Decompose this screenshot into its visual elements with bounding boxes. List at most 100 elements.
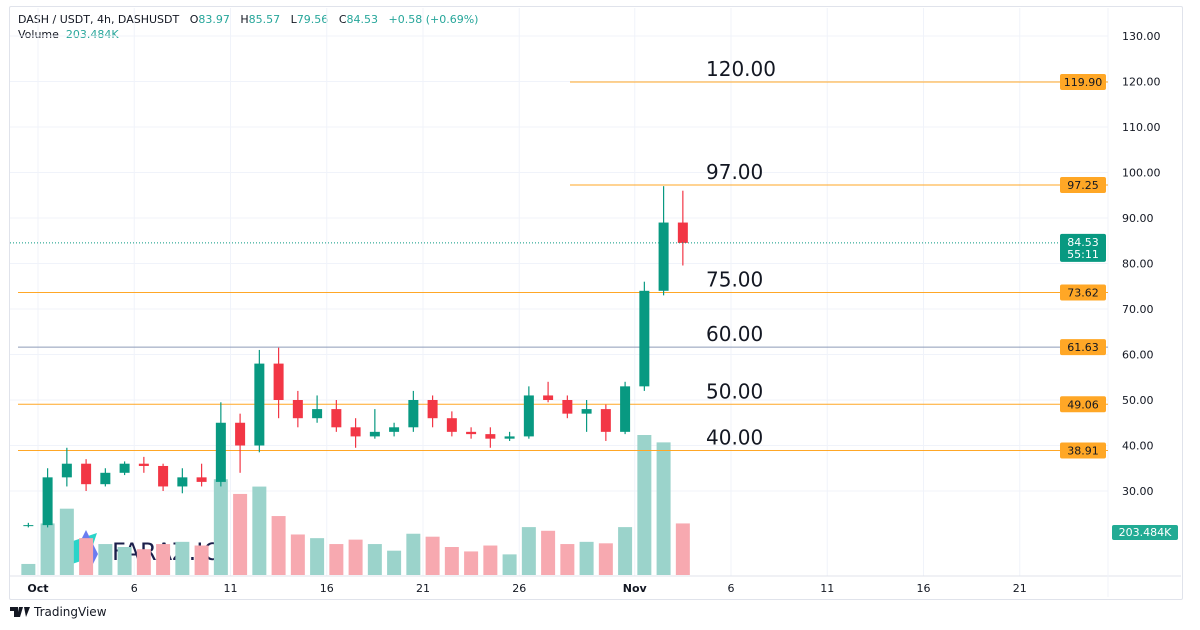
volume-bar: [40, 523, 55, 575]
price-tick-label: 100.00: [1122, 167, 1161, 180]
tradingview-brand[interactable]: TradingView: [10, 605, 107, 619]
candle-body: [138, 463, 149, 466]
volume-bar: [233, 493, 248, 575]
level-price-badge: [1060, 396, 1106, 413]
volume-bar: [387, 550, 402, 575]
candle-body: [61, 463, 72, 478]
volume-bar: [329, 544, 344, 575]
level-price-badge: [1060, 177, 1106, 194]
time-tick-label: 21: [1013, 582, 1027, 595]
candle[interactable]: [446, 411, 457, 437]
candle[interactable]: [350, 418, 361, 448]
candle[interactable]: [292, 390, 303, 428]
candle[interactable]: [523, 386, 534, 439]
volume-badge: [1112, 525, 1178, 540]
current-price-badge: [1060, 233, 1106, 262]
candle-body: [504, 436, 515, 439]
price-tick-label: 50.00: [1122, 394, 1154, 407]
candle[interactable]: [658, 186, 669, 296]
candle[interactable]: [312, 395, 323, 423]
price-tick-label: 90.00: [1122, 212, 1154, 225]
volume-bar: [194, 545, 209, 575]
level-price-label: 119.90: [1064, 76, 1103, 89]
candle-body: [658, 222, 669, 291]
time-tick-label: 6: [728, 582, 735, 595]
candle[interactable]: [158, 463, 169, 491]
volume-bar: [560, 544, 575, 575]
candle[interactable]: [677, 190, 688, 266]
volume-bar: [598, 543, 613, 575]
candle[interactable]: [138, 456, 149, 473]
candle[interactable]: [600, 404, 611, 441]
tradingview-logo-icon: [10, 607, 30, 617]
price-tick-label: 30.00: [1122, 485, 1154, 498]
time-tick-label: 26: [512, 582, 526, 595]
candle-body: [523, 395, 534, 437]
level-annotation: 120.00: [706, 57, 776, 81]
close-value: 84.53: [346, 13, 379, 26]
candle[interactable]: [81, 459, 92, 491]
price-tick-label: 40.00: [1122, 440, 1154, 453]
candle-body: [196, 477, 207, 482]
volume-value: 203.484K: [65, 28, 119, 41]
time-tick-label: 16: [320, 582, 334, 595]
candle[interactable]: [485, 427, 496, 448]
candle[interactable]: [639, 281, 650, 391]
high-label: H: [240, 13, 249, 26]
level-price-badge: [1060, 339, 1106, 356]
candle[interactable]: [562, 395, 573, 419]
candle[interactable]: [427, 395, 438, 428]
volume-bar: [252, 486, 267, 575]
candle[interactable]: [119, 461, 130, 476]
candle[interactable]: [215, 402, 226, 487]
volume-bar: [618, 527, 633, 575]
candle[interactable]: [61, 447, 72, 487]
volume-bar: [98, 544, 113, 575]
candle[interactable]: [466, 427, 477, 439]
candle[interactable]: [42, 468, 53, 528]
volume-bar: [213, 479, 228, 575]
price-tick-label: 130.00: [1122, 30, 1161, 43]
open-label: O: [189, 13, 199, 26]
candle[interactable]: [254, 349, 265, 453]
candle[interactable]: [273, 347, 284, 419]
candle[interactable]: [331, 400, 342, 432]
time-tick-label: 11: [820, 582, 834, 595]
candle[interactable]: [100, 468, 111, 487]
candle[interactable]: [177, 468, 188, 494]
price-tick-label: 110.00: [1122, 121, 1161, 134]
level-price-label: 97.25: [1067, 179, 1099, 192]
candle[interactable]: [543, 381, 554, 403]
candle[interactable]: [581, 400, 592, 432]
candle-body: [81, 463, 92, 485]
volume-bar: [675, 523, 690, 575]
candle-body: [350, 427, 361, 437]
candle[interactable]: [196, 463, 207, 487]
candle-body: [23, 525, 34, 527]
candle-body: [639, 290, 650, 387]
volume-bar: [156, 544, 171, 575]
symbol-title[interactable]: DASH / USDT, 4h, DASHUSDT: [18, 13, 180, 26]
candle-body: [562, 400, 573, 414]
level-price-label: 61.63: [1067, 341, 1099, 354]
candle[interactable]: [504, 431, 515, 441]
candle-body: [158, 465, 169, 487]
time-tick-label: 21: [416, 582, 430, 595]
candle[interactable]: [408, 390, 419, 432]
price-tick-label: 60.00: [1122, 349, 1154, 362]
candle[interactable]: [235, 413, 246, 473]
candle-body: [254, 363, 265, 446]
candle-body: [331, 409, 342, 428]
candle[interactable]: [369, 409, 380, 439]
volume-bar: [290, 534, 305, 575]
candle[interactable]: [389, 422, 400, 437]
candle-body: [119, 463, 130, 473]
candle[interactable]: [620, 381, 631, 435]
candle-body: [408, 400, 419, 428]
candle-body: [273, 363, 284, 400]
level-price-label: 73.62: [1067, 287, 1099, 300]
candle-body: [600, 409, 611, 432]
volume-bar: [464, 551, 479, 575]
candle[interactable]: [23, 522, 34, 528]
